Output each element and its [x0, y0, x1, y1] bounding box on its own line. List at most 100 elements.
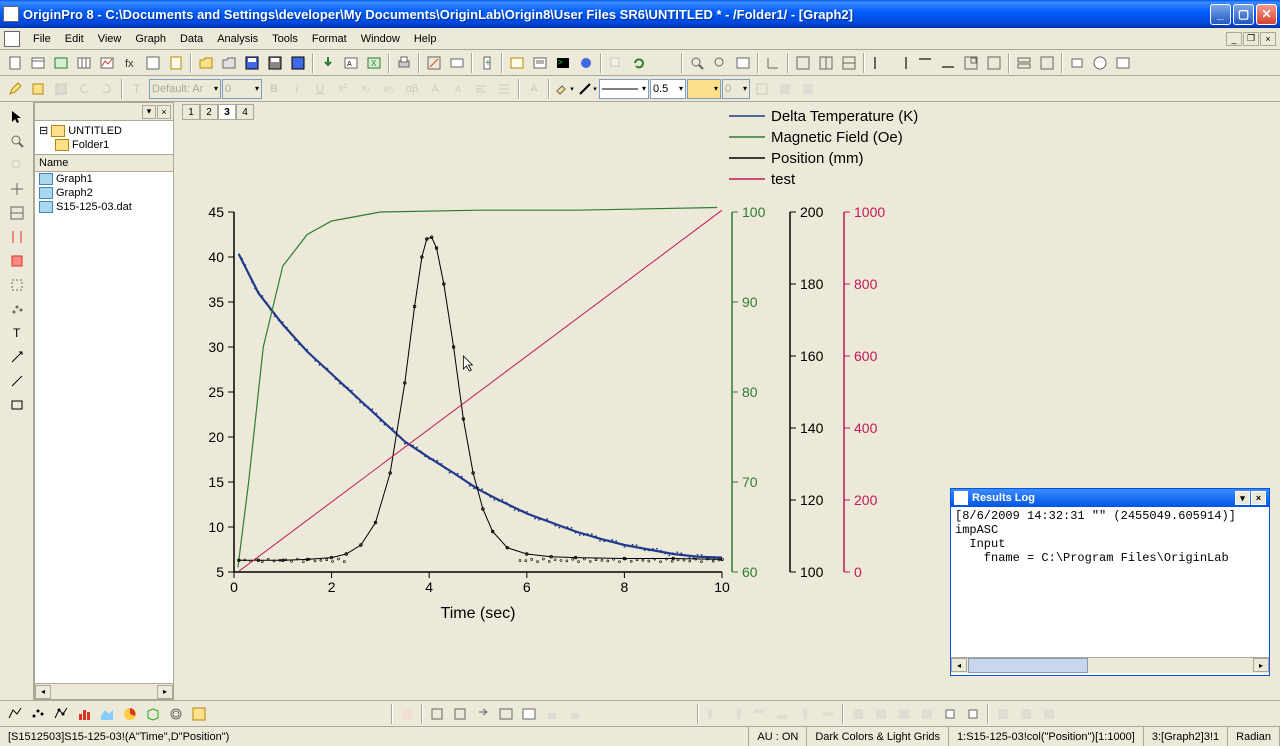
minimize-button[interactable]: _ [1210, 4, 1231, 25]
rl-scroll-right-button[interactable]: ▸ [1253, 658, 1269, 672]
enable-mask-button[interactable] [495, 703, 517, 725]
mdi-restore-button[interactable]: ❐ [1243, 32, 1259, 46]
refresh-button[interactable] [628, 52, 650, 74]
menu-format[interactable]: Format [305, 31, 354, 47]
line-style-combo[interactable]: ▾ [599, 79, 649, 99]
new-layout-button[interactable] [142, 52, 164, 74]
obj-front-button[interactable] [939, 703, 961, 725]
save-button[interactable] [241, 52, 263, 74]
zoom-tool[interactable] [6, 130, 28, 152]
import-ascii-button[interactable]: A [340, 52, 362, 74]
save-window-button[interactable] [287, 52, 309, 74]
axis-dialog-button[interactable] [762, 52, 784, 74]
new-project-button[interactable] [4, 52, 26, 74]
rl-scroll-left-button[interactable]: ◂ [951, 658, 967, 672]
add-axis-top-button[interactable] [914, 52, 936, 74]
code-builder-button[interactable] [506, 52, 528, 74]
close-button[interactable]: ✕ [1256, 4, 1277, 25]
recalc-button[interactable] [518, 703, 540, 725]
new-workbook-button[interactable] [27, 52, 49, 74]
line-color-button[interactable]: ▾ [576, 78, 598, 100]
pe-scroll-right-button[interactable]: ▸ [157, 685, 173, 699]
pointer-tool[interactable] [6, 106, 28, 128]
add-axis-left-button[interactable] [868, 52, 890, 74]
menu-graph[interactable]: Graph [128, 31, 173, 47]
menu-view[interactable]: View [91, 31, 129, 47]
full-screen-button[interactable] [732, 52, 754, 74]
add-axis-right-button[interactable] [891, 52, 913, 74]
add-inset-button[interactable] [960, 52, 982, 74]
menu-edit[interactable]: Edit [58, 31, 91, 47]
3d-plot-button[interactable] [142, 703, 164, 725]
results-log-close-button[interactable]: × [1251, 491, 1266, 505]
column-plot-button[interactable] [73, 703, 95, 725]
pe-pin-button[interactable]: ▾ [142, 105, 156, 119]
results-log-body[interactable]: [8/6/2009 14:32:31 "" (2455049.605914)] … [951, 507, 1269, 657]
mdi-close-button[interactable]: × [1260, 32, 1276, 46]
menu-window[interactable]: Window [354, 31, 407, 47]
command-window-button[interactable]: > [552, 52, 574, 74]
pie-plot-button[interactable] [119, 703, 141, 725]
list-item[interactable]: Graph1 [35, 172, 173, 186]
maximize-button[interactable]: ▢ [1233, 4, 1254, 25]
pe-close-button[interactable]: × [157, 105, 171, 119]
tree-folder-node[interactable]: Folder1 [37, 138, 171, 152]
new-matrix-button[interactable] [73, 52, 95, 74]
import-wizard-button[interactable] [317, 52, 339, 74]
zoom-in-button[interactable] [686, 52, 708, 74]
screen-reader-tool[interactable] [6, 178, 28, 200]
text-tool[interactable]: T [6, 322, 28, 344]
menu-data[interactable]: Data [173, 31, 210, 47]
new-graph-button[interactable] [96, 52, 118, 74]
merge-button[interactable] [1036, 52, 1058, 74]
zoom-fit-button[interactable] [709, 52, 731, 74]
swap-mask-button[interactable] [472, 703, 494, 725]
add-axis-bottom-button[interactable] [937, 52, 959, 74]
results-log-button[interactable] [529, 52, 551, 74]
rescale-button[interactable] [423, 52, 445, 74]
menu-file[interactable]: File [26, 31, 58, 47]
mdi-minimize-button[interactable]: _ [1226, 32, 1242, 46]
data-reader-tool[interactable] [6, 202, 28, 224]
xy-scale-button[interactable] [1112, 52, 1134, 74]
copy-format-button[interactable] [27, 78, 49, 100]
new-excel-button[interactable] [50, 52, 72, 74]
project-tree[interactable]: ⊟UNTITLED Folder1 [35, 121, 173, 154]
import-excel-button[interactable]: X [363, 52, 385, 74]
area-plot-button[interactable] [96, 703, 118, 725]
scatter-plot-button[interactable] [27, 703, 49, 725]
menu-analysis[interactable]: Analysis [210, 31, 265, 47]
tb-layer1-button[interactable] [792, 52, 814, 74]
contour-plot-button[interactable] [165, 703, 187, 725]
fill-pattern-combo[interactable]: ▾ [687, 79, 721, 99]
tb-layer2-button[interactable] [815, 52, 837, 74]
slideshow-button[interactable] [446, 52, 468, 74]
add-new-layer-button[interactable] [983, 52, 1005, 74]
line-tool[interactable] [6, 370, 28, 392]
extract-layers-button[interactable] [1013, 52, 1035, 74]
add-column-button[interactable]: + [476, 52, 498, 74]
edit-mode-button[interactable] [4, 78, 26, 100]
list-item[interactable]: S15-125-03.dat [35, 200, 173, 214]
rectangle-tool[interactable] [6, 394, 28, 416]
new-notes-button[interactable] [165, 52, 187, 74]
data-selector-tool[interactable] [6, 226, 28, 248]
fill-color-button[interactable]: ▾ [553, 78, 575, 100]
results-log-pin-button[interactable]: ▾ [1235, 491, 1250, 505]
hide-mask-button[interactable] [449, 703, 471, 725]
draw-data-tool[interactable] [6, 298, 28, 320]
template-library-button[interactable] [188, 703, 210, 725]
tb-layer3-button[interactable] [838, 52, 860, 74]
legend-button[interactable] [1066, 52, 1088, 74]
line-plot-button[interactable] [4, 703, 26, 725]
list-header-name[interactable]: Name [35, 155, 173, 172]
region-tool[interactable] [6, 274, 28, 296]
menu-help[interactable]: Help [407, 31, 444, 47]
arrow-tool[interactable] [6, 346, 28, 368]
tree-root-node[interactable]: ⊟UNTITLED [37, 123, 171, 138]
open-template-button[interactable] [218, 52, 240, 74]
unmask-button[interactable] [426, 703, 448, 725]
print-button[interactable] [393, 52, 415, 74]
open-button[interactable] [195, 52, 217, 74]
new-function-button[interactable]: fx [119, 52, 141, 74]
